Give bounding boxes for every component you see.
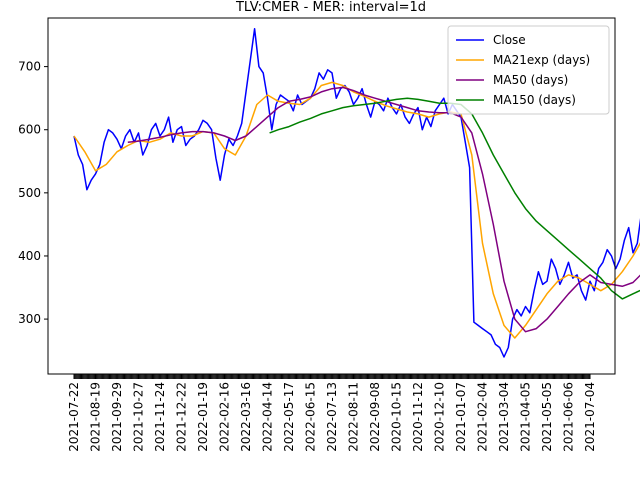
y-tick-label-0: 300 [18, 312, 41, 326]
legend-label-3: MA150 (days) [493, 93, 576, 107]
x-tick-label-6: 2022-01-19 [196, 382, 210, 452]
x-tick-label-18: 2021-01-07 [454, 382, 468, 452]
x-tick-label-10: 2022-05-17 [282, 382, 296, 452]
x-tick-label-12: 2022-07-13 [325, 382, 339, 452]
x-tick-label-16: 2020-11-12 [411, 382, 425, 452]
x-tick-label-23: 2021-06-06 [562, 382, 576, 452]
x-axis: 2021-07-22 2021-08-19 2021-09-29 2021-10-27… [67, 374, 597, 452]
series-line-2 [127, 86, 640, 333]
legend: Close MA21exp (days) MA50 (days) MA150 (day… [447, 25, 610, 115]
series-line-3 [269, 97, 640, 300]
x-tick-label-3: 2021-10-27 [132, 382, 146, 452]
legend-label-2: MA50 (days) [493, 73, 568, 87]
y-tick-label-4: 700 [18, 60, 41, 74]
y-tick-label-1: 400 [18, 249, 41, 263]
x-tick-label-9: 2022-04-14 [261, 382, 275, 452]
x-tick-label-21: 2021-04-05 [519, 382, 533, 452]
x-tick-label-17: 2020-12-10 [433, 382, 447, 452]
x-tick-label-14: 2022-09-08 [368, 382, 382, 452]
x-tick-label-8: 2022-03-16 [239, 382, 253, 452]
x-tick-label-4: 2021-11-24 [153, 382, 167, 452]
x-tick-label-5: 2021-12-22 [175, 382, 189, 452]
y-axis: 300 400 500 600 700 [18, 60, 48, 326]
x-tick-label-7: 2022-02-16 [218, 382, 232, 452]
x-tick-label-0: 2021-07-22 [67, 382, 81, 452]
x-tick-label-20: 2021-03-04 [497, 382, 511, 452]
legend-box [447, 25, 610, 115]
series-layer [73, 27, 640, 358]
x-tick-label-24: 2021-07-04 [583, 382, 597, 452]
legend-label-0: Close [493, 33, 526, 47]
x-tick-label-15: 2020-10-15 [390, 382, 404, 452]
x-tick-label-11: 2022-06-15 [304, 382, 318, 452]
x-tick-label-2: 2021-09-29 [110, 382, 124, 452]
y-tick-label-2: 500 [18, 186, 41, 200]
y-tick-label-3: 600 [18, 123, 41, 137]
chart-title: TLV:CMER - MER: interval=1d [235, 0, 426, 15]
plot-frame [47, 17, 616, 375]
legend-label-1: MA21exp (days) [493, 53, 590, 67]
x-tick-label-1: 2021-08-19 [89, 382, 103, 452]
x-tick-label-13: 2022-08-11 [347, 382, 361, 452]
x-tick-label-19: 2021-02-04 [476, 382, 490, 452]
series-line-1 [73, 81, 640, 339]
x-tick-label-22: 2021-05-05 [540, 382, 554, 452]
